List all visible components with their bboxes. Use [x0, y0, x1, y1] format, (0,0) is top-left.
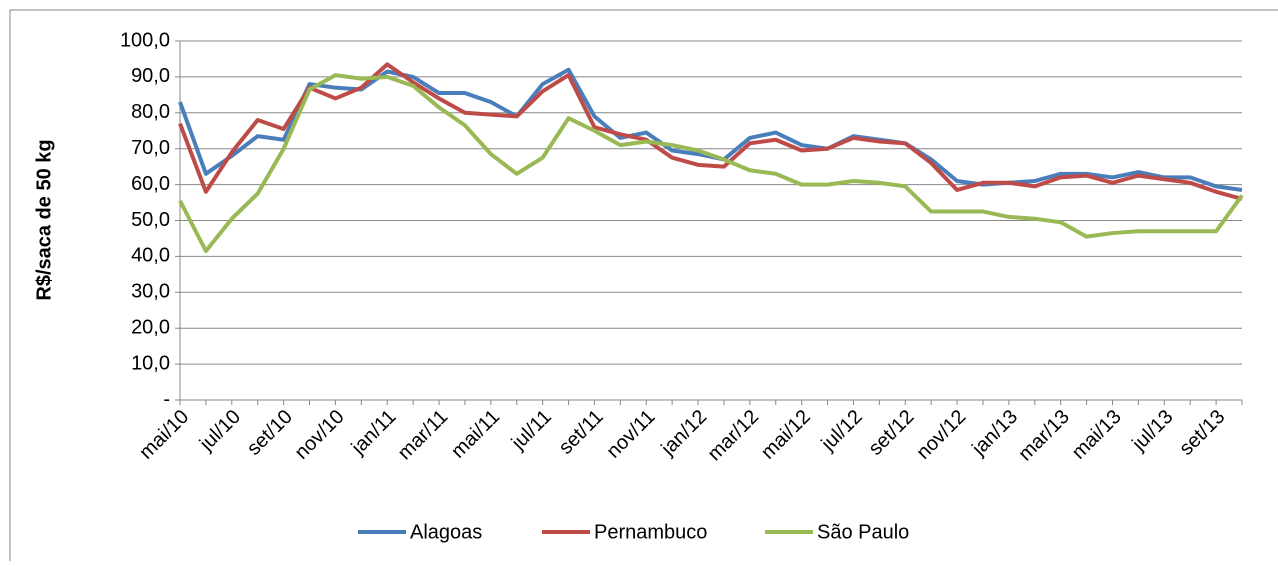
x-tick-label: jul/12	[817, 406, 867, 456]
x-tick-label: mai/12	[757, 406, 815, 464]
x-tick-label: mar/12	[704, 406, 764, 466]
x-tick-label: nov/10	[291, 406, 349, 464]
y-tick-label: 50,0	[131, 209, 170, 231]
x-tick-label: jan/12	[657, 406, 712, 461]
x-tick-label: set/11	[555, 406, 608, 459]
x-tick-label: set/10	[243, 406, 297, 460]
legend-label: Pernambuco	[594, 521, 707, 543]
y-tick-label: -	[163, 388, 170, 410]
x-tick-label: jan/11	[347, 406, 401, 460]
x-tick-label: mar/13	[1014, 406, 1074, 466]
x-tick-label: set/13	[1175, 406, 1229, 460]
series-line	[178, 62, 1243, 201]
x-tick-label: set/12	[864, 406, 918, 460]
x-tick-label: nov/11	[603, 406, 660, 463]
x-tick-label: jul/13	[1127, 406, 1177, 456]
x-tick-label: nov/12	[912, 406, 970, 464]
series-line	[178, 73, 1244, 254]
x-tick-label: mai/10	[135, 406, 193, 464]
y-tick-label: 90,0	[131, 65, 170, 87]
y-tick-label: 70,0	[131, 137, 170, 159]
legend-label: São Paulo	[817, 521, 909, 543]
series-line	[178, 67, 1243, 192]
y-tick-label: 80,0	[131, 101, 170, 123]
y-tick-label: 40,0	[131, 245, 170, 267]
x-tick-label: jan/13	[967, 406, 1022, 461]
y-tick-label: 60,0	[131, 173, 170, 195]
y-tick-label: 20,0	[131, 316, 170, 338]
x-tick-label: mai/13	[1068, 406, 1126, 464]
x-tick-label: mar/11	[394, 406, 453, 465]
x-tick-label: mai/11	[447, 406, 504, 463]
y-tick-label: 100,0	[120, 29, 170, 51]
x-tick-label: jul/10	[195, 406, 245, 456]
y-axis-title: R$/saca de 50 kg	[33, 139, 55, 300]
chart-frame	[9, 9, 1278, 561]
y-tick-label: 10,0	[131, 352, 170, 374]
legend-label: Alagoas	[410, 521, 482, 543]
y-tick-label: 30,0	[131, 281, 170, 303]
x-tick-label: jul/11	[507, 406, 556, 455]
